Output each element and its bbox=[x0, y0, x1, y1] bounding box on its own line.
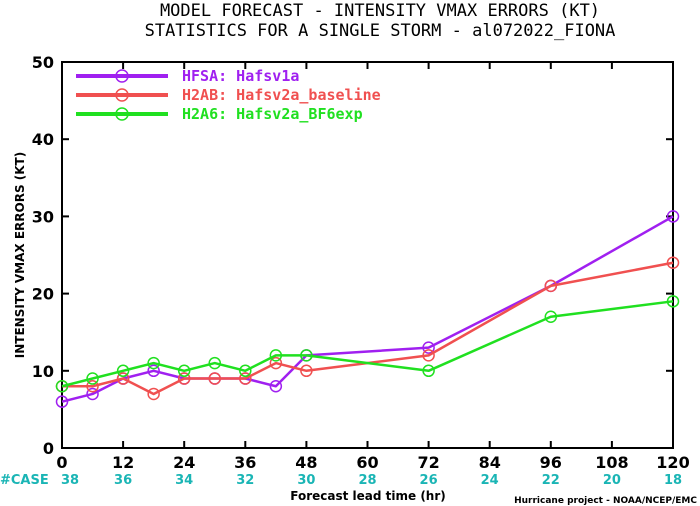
case-count: 36 bbox=[114, 473, 132, 488]
data-point bbox=[86, 372, 99, 385]
x-tick-label: 60 bbox=[356, 453, 378, 472]
data-point bbox=[116, 372, 130, 385]
legend-marker bbox=[115, 107, 129, 121]
case-count: 34 bbox=[175, 473, 193, 488]
y-tick-label: 50 bbox=[32, 53, 54, 72]
data-point bbox=[269, 379, 283, 393]
data-point bbox=[300, 349, 313, 362]
series-0 bbox=[55, 210, 680, 408]
data-point bbox=[86, 387, 99, 401]
y-tick-label: 30 bbox=[32, 207, 54, 226]
y-tick-label: 40 bbox=[32, 130, 54, 149]
series-layer bbox=[55, 210, 680, 408]
x-tick-label: 84 bbox=[479, 453, 501, 472]
x-tick-label: 24 bbox=[173, 453, 195, 472]
case-count: 18 bbox=[664, 473, 682, 488]
legend-item-2: H2A6: Hafsv2a_BF6exp bbox=[76, 105, 363, 123]
case-label: #CASE bbox=[0, 473, 49, 488]
case-count: 30 bbox=[297, 473, 315, 488]
data-point bbox=[147, 356, 160, 370]
x-tick-label: 0 bbox=[56, 453, 67, 472]
data-point bbox=[55, 379, 69, 393]
case-count: 32 bbox=[236, 473, 254, 488]
data-point bbox=[208, 372, 221, 385]
x-tick-label: 96 bbox=[540, 453, 562, 472]
data-point bbox=[666, 210, 680, 223]
data-point bbox=[86, 379, 99, 393]
plot-area: 0 10 20 30 40 50 0 12 24 36 48 60 72 84 96 108 120 38 36 34… bbox=[32, 53, 690, 488]
credit-text: Hurricane project - NOAA/NCEP/EMC bbox=[514, 496, 697, 506]
chart-title: MODEL FORECAST - INTENSITY VMAX ERRORS (… bbox=[160, 1, 600, 21]
case-count: 20 bbox=[603, 473, 621, 488]
data-point bbox=[300, 364, 313, 378]
y-tick-label: 10 bbox=[32, 362, 54, 381]
data-point bbox=[269, 356, 283, 370]
x-tick-label: 120 bbox=[656, 453, 689, 472]
data-point bbox=[544, 279, 558, 293]
y-tick-label: 0 bbox=[43, 439, 54, 458]
data-point bbox=[208, 356, 221, 370]
legend-marker bbox=[115, 69, 129, 83]
series-line bbox=[61, 215, 674, 403]
legend-label: HFSA: Hafsv1a bbox=[182, 67, 299, 85]
series-line bbox=[61, 300, 674, 388]
series-1 bbox=[55, 256, 680, 401]
y-tick-label: 20 bbox=[32, 285, 54, 304]
legend-marker bbox=[115, 88, 129, 102]
data-point bbox=[177, 372, 191, 385]
legend-item-1: H2AB: Hafsv2a_baseline bbox=[76, 86, 381, 104]
data-point bbox=[422, 341, 435, 354]
data-point bbox=[147, 364, 160, 378]
data-point bbox=[177, 364, 191, 378]
data-point bbox=[147, 387, 160, 401]
legend-item-0: HFSA: Hafsv1a bbox=[76, 67, 299, 85]
x-tick-label: 48 bbox=[295, 453, 317, 472]
data-point bbox=[422, 349, 435, 362]
case-count: 38 bbox=[61, 473, 79, 488]
x-tick-label: 36 bbox=[234, 453, 256, 472]
x-axis-label: Forecast lead time (hr) bbox=[290, 489, 446, 503]
plot-frame bbox=[61, 61, 674, 449]
data-point bbox=[239, 364, 252, 378]
x-tick-label: 108 bbox=[595, 453, 628, 472]
chart-subtitle: STATISTICS FOR A SINGLE STORM - al072022… bbox=[145, 21, 616, 41]
legend-label: H2A6: Hafsv2a_BF6exp bbox=[182, 105, 363, 123]
y-axis-label: INTENSITY VMAX ERRORS (KT) bbox=[13, 152, 27, 358]
data-point bbox=[666, 256, 680, 269]
series-2 bbox=[55, 295, 680, 393]
data-point bbox=[239, 372, 252, 385]
legend-label: H2AB: Hafsv2a_baseline bbox=[182, 86, 381, 104]
data-point bbox=[55, 395, 69, 408]
x-tick-label: 72 bbox=[417, 453, 439, 472]
data-point bbox=[422, 364, 435, 378]
data-point bbox=[269, 349, 283, 362]
case-count: 22 bbox=[542, 473, 560, 488]
data-point bbox=[116, 364, 130, 378]
case-count: 26 bbox=[420, 473, 438, 488]
x-tick-label: 12 bbox=[112, 453, 134, 472]
series-line bbox=[62, 261, 674, 396]
case-count: 28 bbox=[358, 473, 376, 488]
case-count: 24 bbox=[481, 473, 499, 488]
data-point bbox=[544, 310, 558, 324]
data-point bbox=[666, 295, 680, 308]
